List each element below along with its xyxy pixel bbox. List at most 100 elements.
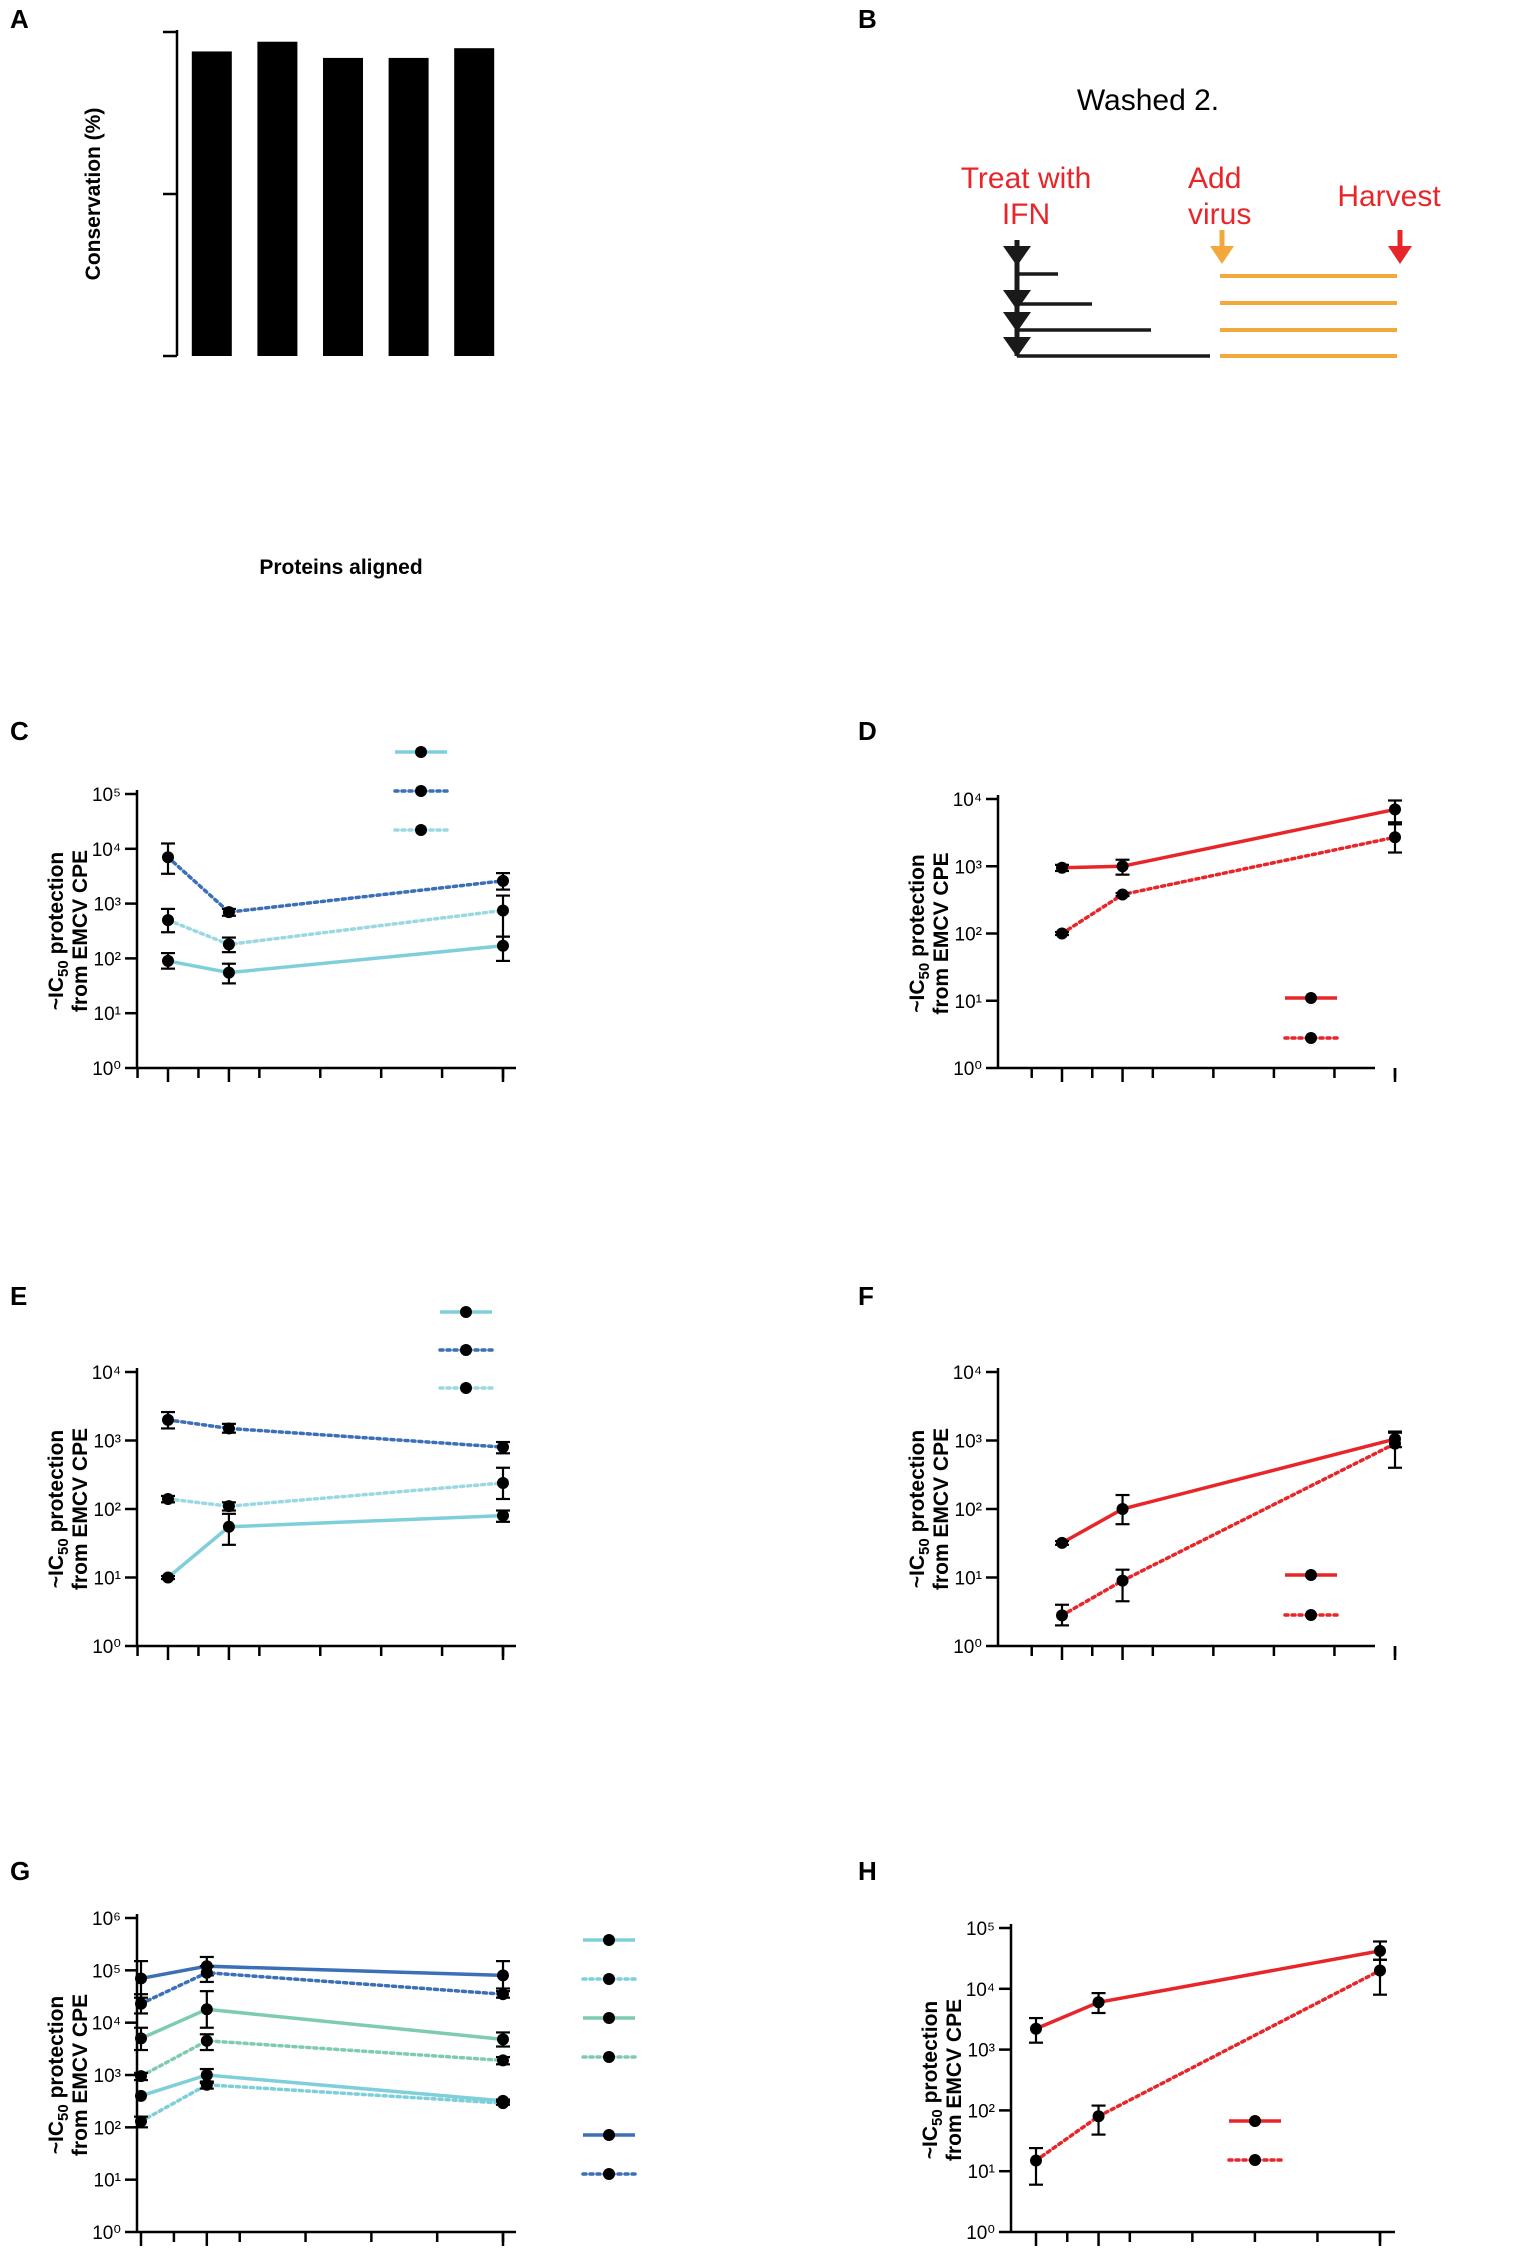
panelH-y-axis-title-line2: from EMCV CPE xyxy=(943,1999,966,2161)
panelH-y-tick-label: 10⁴ xyxy=(966,1980,995,2001)
panelC-data-point xyxy=(162,914,174,927)
panelE-data-point xyxy=(497,1509,509,1522)
panelE-data-point xyxy=(162,1571,174,1584)
panelC-y-tick-label: 10⁵ xyxy=(92,785,121,806)
harvest-arrow xyxy=(1388,230,1412,264)
panelH-y-axis-title-ic: ~IC xyxy=(919,2126,942,2159)
panelG-data-point xyxy=(497,1969,509,1982)
panelE-y-axis-title-ic: ~IC xyxy=(45,1555,68,1588)
panelE-y-tick-label: 10¹ xyxy=(94,1569,121,1590)
panelG-series-line xyxy=(139,2039,505,2078)
panelH-y-tick-label: 10² xyxy=(968,2101,995,2122)
virus-lines xyxy=(1220,274,1397,358)
panelE-y-axis-title-protection: protection xyxy=(45,1430,68,1539)
step-harvest: Harvest xyxy=(1337,180,1441,213)
panelD-series-line xyxy=(1061,807,1396,870)
panelG-y-tick-label: 10⁶ xyxy=(92,1909,121,1930)
panelC-data-point xyxy=(497,939,509,952)
panelC-series-line xyxy=(166,855,505,914)
panelD-y-axis-title-protection: protection xyxy=(906,854,929,963)
panelD-data-point xyxy=(1056,927,1068,940)
panelH-y-tick-label: 10⁵ xyxy=(966,1919,995,1940)
panelC-y-axis-title-sub: 50 xyxy=(55,960,72,977)
treatment-arrowheads xyxy=(1003,246,1031,357)
panel-e: E 10⁰ 10¹ 10² 10³ 10⁴ ~IC50 protection from EM… xyxy=(10,1281,516,1660)
panelG-y-axis-title-line1: ~IC50 protection xyxy=(45,1996,72,2154)
panelG-y-axis-title-line2: from EMCV CPE xyxy=(69,1994,92,2156)
panelG-legend-marker xyxy=(603,1973,615,1985)
panel-g: G 10⁰ 10¹ 10² 10³ 10⁴ 10⁵ 10⁶ ~IC50 protection f… xyxy=(10,1856,637,2246)
panelD-y-tick-label: 10² xyxy=(955,925,982,946)
panelC-y-tick-label: 10⁴ xyxy=(92,840,121,861)
panelH-y-tick-label: 10¹ xyxy=(968,2162,995,2183)
panelD-y-tick-label: 10³ xyxy=(955,857,982,878)
panelG-legend-marker xyxy=(603,2168,615,2180)
panelC-data-point xyxy=(162,851,174,864)
panelE-y-axis-title-sub: 50 xyxy=(55,1538,72,1555)
panelH-data-point xyxy=(1092,2110,1105,2123)
panelF-data-point xyxy=(1056,1609,1068,1622)
panel-a-bar xyxy=(454,48,495,356)
panelG-series-line xyxy=(140,1964,504,1981)
panel-letter-a: A xyxy=(10,4,29,34)
panelF-y-tick-label: 10³ xyxy=(955,1432,982,1453)
panelG-legend-marker xyxy=(603,1934,615,1946)
panelF-y-axis-title-line1: ~IC50 protection xyxy=(906,1430,933,1588)
panelH-y-tick-label: 10⁰ xyxy=(966,2223,995,2244)
panelG-y-tick-label: 10² xyxy=(94,2118,121,2139)
panel-a-plot xyxy=(163,30,495,358)
panelH-series-line xyxy=(1035,1949,1381,2031)
panel-d: D 10⁰ 10¹ 10² 10³ 10⁴ ~IC50 protection from EM… xyxy=(858,716,1402,1082)
panelC-legend-marker xyxy=(415,824,427,836)
panel-h: H 10⁰ 10¹ 10² 10³ 10⁴ 10⁵ ~IC50 protection from… xyxy=(858,1856,1395,2246)
panelG-data-point xyxy=(200,2069,213,2081)
panelF-y-tick-label: 10⁴ xyxy=(953,1363,982,1384)
panel-a-x-axis-title: Proteins aligned xyxy=(259,556,422,579)
panelC-series-line xyxy=(166,908,505,947)
panelH-legend-marker xyxy=(1249,2115,1261,2127)
schematic-title: Washed 2. xyxy=(1077,84,1219,117)
panelD-y-axis-title-ic: ~IC xyxy=(906,979,929,1012)
panelC-y-tick-label: 10⁰ xyxy=(92,1059,121,1080)
panel-f: F 10⁰ 10¹ 10² 10³ 10⁴ ~IC50 protection from EM… xyxy=(858,1281,1402,1660)
panelE-data-point xyxy=(222,1422,235,1435)
panelG-series-line xyxy=(140,2007,504,2042)
panelH-data-point xyxy=(1030,2022,1042,2035)
panelC-y-tick-label: 10¹ xyxy=(94,1004,121,1025)
panelE-legend-marker xyxy=(460,1382,472,1394)
panelD-data-point xyxy=(1116,860,1129,873)
panelC-data-point xyxy=(222,938,235,951)
panelC-data-point xyxy=(222,966,235,979)
panelG-y-tick-label: 10⁴ xyxy=(92,2014,121,2035)
panelG-legend-marker xyxy=(603,2012,615,2024)
panelE-y-tick-label: 10² xyxy=(94,1500,121,1521)
panelG-data-point xyxy=(135,1997,147,2010)
panelG-data-point xyxy=(497,2054,509,2067)
panelF-y-axis-title-sub: 50 xyxy=(916,1538,933,1555)
step-treat-line2: IFN xyxy=(1002,198,1050,231)
panel-letter-c: C xyxy=(10,716,29,746)
panelC-y-tick-label: 10³ xyxy=(94,895,121,916)
panelF-y-axis-title-ic: ~IC xyxy=(906,1555,929,1588)
panel-a-y-axis-title-group: Conservation (%) xyxy=(82,108,105,281)
wash-lines xyxy=(1017,272,1210,358)
panelF-legend-marker xyxy=(1305,1569,1317,1581)
panelC-legend-marker xyxy=(415,746,427,758)
panel-a-y-axis-title: Conservation (%) xyxy=(82,108,105,281)
panelF-data-point xyxy=(1389,1437,1401,1450)
panelC-data-point xyxy=(497,874,509,887)
panelD-legend-marker xyxy=(1305,992,1317,1004)
panelH-data-point xyxy=(1030,2154,1042,2167)
panel-a-bar xyxy=(388,57,429,357)
panelE-y-tick-label: 10⁰ xyxy=(92,1637,121,1658)
panelD-legend-marker xyxy=(1305,1032,1317,1044)
panelE-data-point xyxy=(162,1492,174,1505)
panelF-y-tick-label: 10¹ xyxy=(955,1569,982,1590)
panelC-y-axis-title-protection: protection xyxy=(45,852,68,961)
panelF-data-point xyxy=(1056,1536,1068,1549)
panel-letter-b: B xyxy=(858,4,877,34)
panelE-legend-marker xyxy=(460,1306,472,1318)
panelH-data-point xyxy=(1374,1944,1386,1957)
panelD-y-tick-label: 10⁴ xyxy=(953,790,982,811)
panelC-y-axis-title-line1: ~IC50 protection xyxy=(45,852,72,1010)
